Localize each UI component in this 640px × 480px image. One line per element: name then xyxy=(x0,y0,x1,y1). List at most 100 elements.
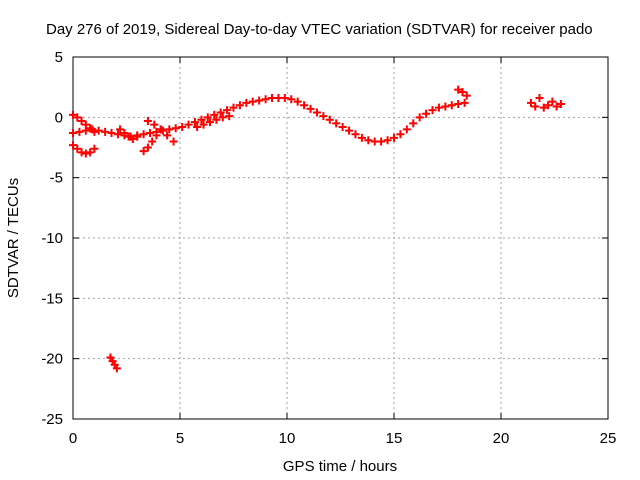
data-point xyxy=(248,97,257,106)
data-point xyxy=(255,96,264,105)
data-point xyxy=(287,95,296,104)
data-point xyxy=(377,137,386,146)
data-point xyxy=(422,109,431,118)
data-point xyxy=(81,149,90,158)
data-point xyxy=(345,126,354,135)
data-point xyxy=(77,148,86,157)
y-tick-label: -15 xyxy=(41,290,63,307)
y-tick-label: -20 xyxy=(41,351,63,368)
data-point xyxy=(165,125,174,134)
data-point xyxy=(94,126,103,135)
data-point xyxy=(229,103,238,112)
series-late-arc-2 xyxy=(526,94,548,112)
data-point xyxy=(261,95,270,104)
data-point xyxy=(428,106,437,115)
data-point xyxy=(90,144,99,153)
data-point xyxy=(526,98,535,107)
data-point xyxy=(531,102,540,111)
data-point xyxy=(143,116,152,125)
data-point xyxy=(441,102,450,111)
data-point xyxy=(383,136,392,145)
x-tick-label: 25 xyxy=(600,430,617,447)
data-point xyxy=(150,120,159,129)
data-point xyxy=(146,129,155,138)
x-tick-label: 0 xyxy=(69,430,77,447)
data-point xyxy=(544,101,553,110)
data-point xyxy=(280,94,289,103)
data-point xyxy=(210,110,219,119)
data-point xyxy=(216,108,225,117)
data-point xyxy=(203,113,212,122)
data-point xyxy=(235,101,244,110)
y-tick-label: -25 xyxy=(41,411,63,428)
data-point xyxy=(364,136,373,145)
series-mid-arc-3 xyxy=(143,116,178,146)
data-point xyxy=(197,115,206,124)
data-point xyxy=(338,122,347,131)
data-point xyxy=(81,120,90,129)
data-point xyxy=(69,110,77,119)
data-point xyxy=(69,129,77,138)
data-point xyxy=(319,112,328,121)
x-tick-label: 5 xyxy=(176,430,184,447)
x-tick-label: 20 xyxy=(493,430,510,447)
data-point xyxy=(75,127,84,136)
data-point xyxy=(300,101,309,110)
data-point xyxy=(556,100,565,109)
data-point xyxy=(120,129,129,138)
data-point xyxy=(447,101,456,110)
data-point xyxy=(193,122,202,131)
data-point xyxy=(86,124,95,133)
data-point xyxy=(77,116,86,125)
chart-title: Day 276 of 2019, Sidereal Day-to-day VTE… xyxy=(46,21,593,38)
data-point xyxy=(101,127,110,136)
series-late-arc-1 xyxy=(454,85,471,100)
data-point xyxy=(184,120,193,129)
data-point xyxy=(133,132,142,141)
y-tick-label: -5 xyxy=(50,170,63,187)
data-point xyxy=(434,103,443,112)
data-point xyxy=(225,112,234,121)
grid xyxy=(73,57,608,419)
data-point xyxy=(332,119,341,128)
data-point xyxy=(156,125,165,134)
data-point xyxy=(205,118,214,127)
series-main-arc xyxy=(69,94,469,146)
y-tick-label: 0 xyxy=(55,109,63,126)
data-point xyxy=(402,125,411,134)
series-late-arc-3 xyxy=(544,97,565,111)
data-point xyxy=(548,97,557,106)
y-axis-label: SDTVAR / TECUs xyxy=(5,178,22,298)
data-point xyxy=(462,91,471,100)
data-point xyxy=(163,131,172,140)
data-point xyxy=(148,137,157,146)
data-point xyxy=(73,144,82,153)
series-mid-arc-4 xyxy=(193,112,234,131)
data-point xyxy=(357,133,366,142)
data-point xyxy=(73,113,82,122)
data-point xyxy=(152,131,161,140)
data-points xyxy=(69,85,565,373)
data-point xyxy=(69,141,77,150)
data-point xyxy=(171,124,180,133)
data-point xyxy=(112,364,121,373)
data-point xyxy=(242,98,251,107)
x-tick-label: 15 xyxy=(386,430,403,447)
data-point xyxy=(539,103,548,112)
data-point xyxy=(178,122,187,131)
series-lower-early-arc xyxy=(69,141,99,158)
series-mid-arc-1 xyxy=(116,125,142,144)
data-point xyxy=(396,130,405,139)
data-point xyxy=(409,119,418,128)
data-point xyxy=(460,98,469,107)
series-outlier-arc xyxy=(106,353,121,373)
data-point xyxy=(312,108,321,117)
data-point xyxy=(458,87,467,96)
data-point xyxy=(139,130,148,139)
data-point xyxy=(199,120,208,129)
data-point xyxy=(293,97,302,106)
series-upper-early-arc xyxy=(69,110,99,136)
data-point xyxy=(218,113,227,122)
data-point xyxy=(454,85,463,94)
data-point xyxy=(390,133,398,142)
